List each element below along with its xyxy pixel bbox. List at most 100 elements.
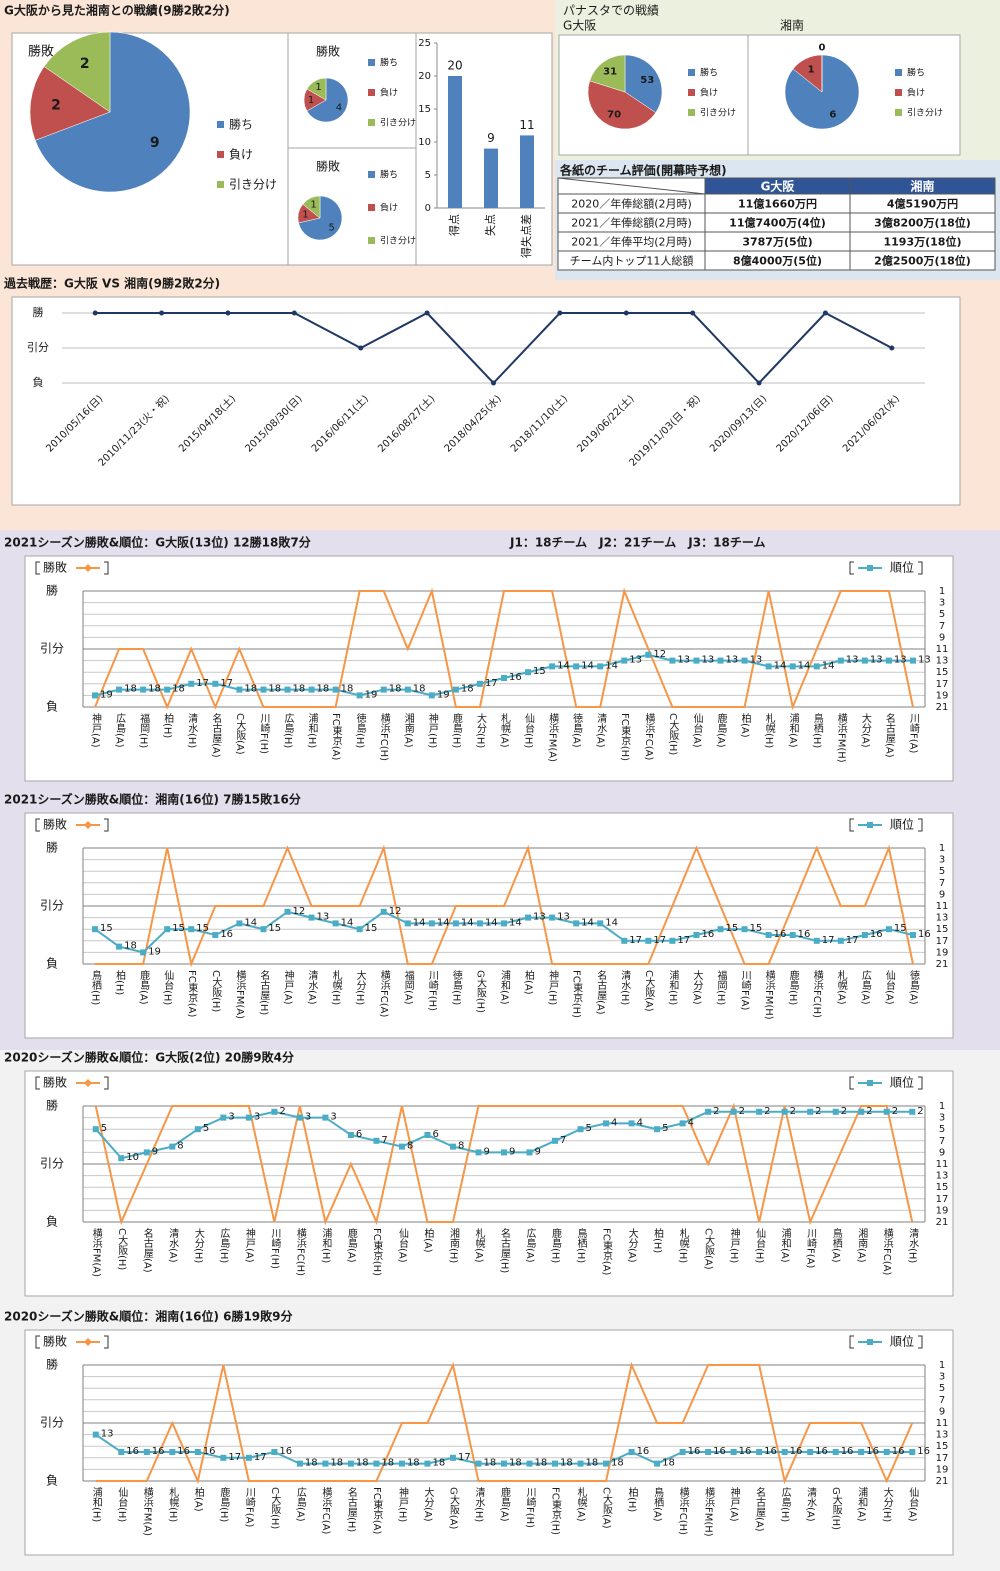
chart-title: 2021シーズン勝敗&順位：湘南(16位) 7勝15敗16分 [4,792,301,807]
point [271,1108,278,1115]
data-label: 16 [203,1446,216,1457]
data-label: 15 [268,923,281,934]
data-label: 18 [662,1458,675,1469]
legend-swatch [217,181,224,188]
x-tick-label: 浦和(H) [306,712,318,749]
point [577,1460,584,1467]
data-label: 17 [629,935,642,946]
point [398,1460,405,1467]
pie-slice [302,195,321,219]
point [212,932,219,938]
data-label: 15 [365,923,378,934]
point [909,1108,916,1115]
data-label: 18 [268,684,281,695]
point [356,926,363,933]
data-label: 16 [870,929,883,940]
data-label: 13 [317,912,330,923]
point [861,932,868,938]
x-tick-label: G大阪(H) [830,1487,842,1530]
point [765,663,772,670]
point [212,680,219,687]
y2-tick-label: 15 [936,924,949,935]
point [236,920,243,927]
x-tick-label: C大阪(H) [210,970,222,1012]
data-label: 12 [389,906,402,917]
y2-tick-label: 15 [936,1441,949,1452]
bar [448,76,462,208]
point [428,920,435,927]
y-tick-label: 勝 [46,1357,58,1372]
legend-label: 負け [907,87,925,99]
x-tick-label: 鹿島(A) [345,1227,357,1263]
x-tick-label: FC東京(A) [601,1228,613,1275]
point [424,1460,431,1467]
x-tick-label: 広島(A) [524,1227,536,1263]
x-tick-label: 鳥栖(A) [830,1227,842,1263]
data-label: 14 [413,917,426,928]
data-label: 6 [432,1129,438,1140]
y2-tick-label: 3 [939,1372,945,1383]
data-label: 16 [220,929,233,940]
x-tick-label: 福岡(A) [402,969,414,1005]
y2-tick-label: 21 [936,1476,949,1487]
data-label: 19 [437,689,450,700]
point [669,657,676,664]
x-tick-label: 大分(A) [422,1486,434,1522]
data-label: 18 [292,684,305,695]
x-tick-label: 浦和(A) [856,1486,868,1522]
chart-box [24,1329,954,1556]
point [380,908,387,915]
x-tick-label: 川崎F(A) [739,970,751,1010]
point [373,1137,380,1144]
point [143,1149,150,1156]
point [245,1114,252,1121]
y-tick-label: 20 [418,71,431,82]
point [475,1460,482,1467]
data-label: 18 [586,1458,599,1469]
point [116,943,123,950]
legend-marker [867,1080,873,1086]
table-text: 2021／年俸平均(2月時) [571,235,692,249]
point [717,926,724,933]
pie-title: 勝敗 [316,44,340,59]
data-label: 2 [713,1106,719,1117]
x-tick-label: 得失点差 [519,214,533,258]
x-tick-label: 広島(H) [779,1486,791,1523]
x-tick-label: 横浜FC(A) [320,1486,332,1535]
data-label: 13 [629,655,642,666]
x-tick-label: 鹿島(H) [787,969,799,1006]
data-label: 18 [172,684,185,695]
series-line [95,844,914,968]
pie-slice [29,66,111,141]
data-label: 9 [509,1146,515,1157]
data-label: 18 [483,1458,496,1469]
point [92,310,98,316]
series-line [94,1102,914,1226]
x-tick-label: C大阪(A) [234,713,246,755]
data-label: 15 [750,923,763,934]
pie-label: 1 [310,200,316,211]
point [645,937,652,944]
point [140,949,147,956]
data-label: 18 [124,684,137,695]
x-tick-label: 福岡(H) [138,712,150,749]
chart-title: 過去戦歴：G大阪 VS 湘南(9勝2敗2分) [3,276,220,291]
x-tick-label: 大分(A) [691,969,703,1005]
x-tick-label: 清水(H) [473,1486,485,1523]
x-tick-label: 神戸(H) [547,969,559,1006]
data-label: 18 [356,1458,369,1469]
chart-note: J1：18チーム J2：21チーム J3：18チーム [509,536,765,550]
point [909,932,916,938]
data-label: 3 [254,1112,260,1123]
point [832,1108,839,1115]
x-tick-label: 鳥栖(H) [811,712,823,749]
x-tick-label: 仙台(H) [162,969,174,1006]
y2-tick-label: 15 [936,667,949,678]
legend-label: 順位 [890,1075,914,1090]
x-tick-label: 横浜FM(A) [547,712,559,762]
x-tick-label: 清水(A) [595,712,607,748]
y2-tick-label: 17 [936,1194,949,1205]
data-label: 17 [653,935,666,946]
data-label: 15 [726,923,739,934]
point [424,310,430,316]
